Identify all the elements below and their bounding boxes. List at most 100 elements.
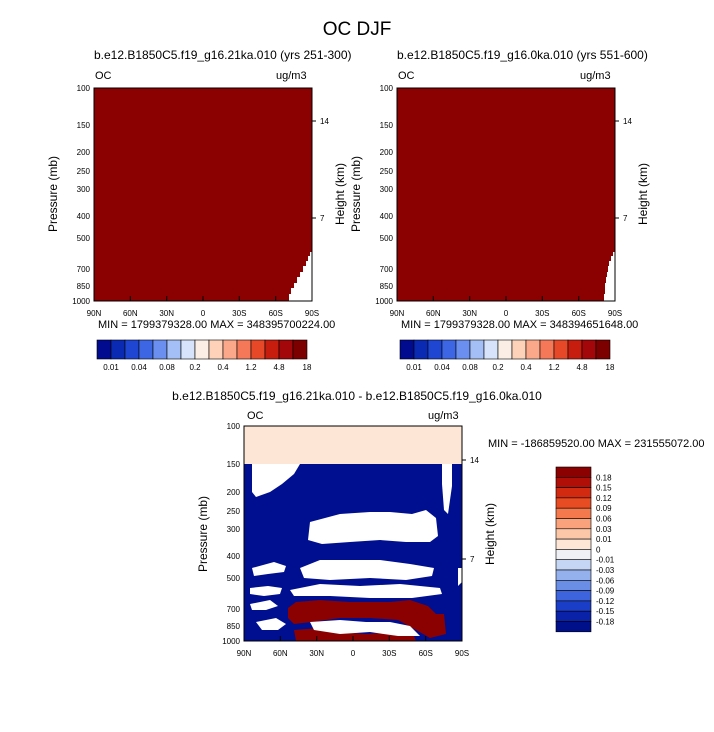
panel3-ytick-250: 250 bbox=[227, 507, 241, 516]
panel1-height-tick-14: 14 bbox=[320, 117, 329, 126]
colorbar-top-right-label: 0.2 bbox=[492, 363, 504, 372]
colorbar-top-left-cell bbox=[278, 339, 294, 360]
panel3-xtick-0: 0 bbox=[351, 649, 356, 658]
panel1-xtick-60n: 60N bbox=[123, 309, 138, 318]
colorbar-top-right-cell bbox=[525, 339, 541, 360]
colorbar-top-right-cells bbox=[399, 339, 611, 360]
colorbar-top-left-cell bbox=[96, 339, 112, 360]
panel2-ytick-100: 100 bbox=[380, 84, 394, 93]
panel2-ytick-1000: 1000 bbox=[375, 297, 393, 306]
panel1-height-tick-7: 7 bbox=[320, 214, 325, 223]
colorbar-top-right-cell bbox=[511, 339, 527, 360]
panel1-ytick-150: 150 bbox=[77, 121, 91, 130]
colorbar-diff-cell bbox=[555, 621, 592, 633]
panel1-ytick-400: 400 bbox=[77, 212, 91, 221]
colorbar-top-right-cell bbox=[413, 339, 429, 360]
panel2-ytick-400: 400 bbox=[380, 212, 394, 221]
panel1-x-ticks bbox=[93, 296, 313, 301]
panel1-ytick-700: 700 bbox=[77, 265, 91, 274]
panel1-ytick-100: 100 bbox=[77, 84, 91, 93]
colorbar-top-left-label: 0.2 bbox=[189, 363, 201, 372]
colorbar-diff-cell bbox=[555, 610, 592, 622]
panel3-ytick-1000: 1000 bbox=[222, 637, 240, 646]
colorbar-diff-label: 0 bbox=[596, 545, 601, 554]
colorbar-top-left-cell bbox=[236, 339, 252, 360]
panel3-right-label: ug/m3 bbox=[428, 410, 459, 422]
colorbar-diff-label: -0.06 bbox=[596, 576, 615, 585]
colorbar-diff: 0.180.150.120.090.060.030.010-0.01-0.03-… bbox=[555, 466, 615, 633]
colorbar-top-left-cell bbox=[222, 339, 238, 360]
colorbar-top-left-label: 0.4 bbox=[217, 363, 229, 372]
colorbar-diff-cell bbox=[555, 487, 592, 499]
panel2-xtick-60n: 60N bbox=[426, 309, 441, 318]
colorbar-diff-label: -0.18 bbox=[596, 618, 615, 627]
colorbar-diff-cell bbox=[555, 580, 592, 591]
colorbar-top-right-label: 18 bbox=[606, 363, 615, 372]
colorbar-diff-label: 0.06 bbox=[596, 515, 612, 524]
panel1-ytick-1000: 1000 bbox=[72, 297, 90, 306]
colorbar-diff-cell bbox=[555, 476, 592, 488]
colorbar-diff-cell bbox=[555, 497, 592, 509]
colorbar-top-left-cell bbox=[124, 339, 140, 360]
panel3-xtick-30n: 30N bbox=[309, 649, 324, 658]
panel2-plot: 90N 60N 30N 0 30S 60S 90S 100 150 200 25… bbox=[349, 84, 650, 318]
panel1-field bbox=[94, 88, 312, 301]
panel1-xtick-30n: 30N bbox=[159, 309, 174, 318]
panel2-ytick-250: 250 bbox=[380, 167, 394, 176]
colorbar-top-left-label: 1.2 bbox=[245, 363, 257, 372]
panel3-xtick-90n: 90N bbox=[237, 649, 252, 658]
panel1-xtick-0: 0 bbox=[201, 309, 206, 318]
panel1-left-label: OC bbox=[95, 70, 112, 82]
colorbar-top-left-cell bbox=[138, 339, 154, 360]
panel3-ytick-300: 300 bbox=[227, 525, 241, 534]
panel3-title: b.e12.B1850C5.f19_g16.21ka.010 - b.e12.B… bbox=[172, 389, 542, 403]
panel2-xtick-90n: 90N bbox=[390, 309, 405, 318]
colorbar-diff-label: 0.18 bbox=[596, 473, 612, 482]
colorbar-top-right-cell bbox=[497, 339, 513, 360]
colorbar-top-left-cell bbox=[180, 339, 196, 360]
panel3-ytick-200: 200 bbox=[227, 488, 241, 497]
colorbar-diff-cell bbox=[555, 538, 592, 550]
colorbar-top-right-cell bbox=[567, 339, 583, 360]
panel3-xtick-60n: 60N bbox=[273, 649, 288, 658]
colorbar-top-right-cell bbox=[427, 339, 443, 360]
colorbar-diff-cell bbox=[555, 466, 592, 478]
panel1-xtick-60s: 60S bbox=[269, 309, 283, 318]
panel3-ytick-850: 850 bbox=[227, 622, 241, 631]
colorbar-diff-cell bbox=[555, 590, 592, 602]
panel3-ytick-700: 700 bbox=[227, 605, 241, 614]
panel3-ytick-400: 400 bbox=[227, 552, 241, 561]
panel2-ytick-150: 150 bbox=[380, 121, 394, 130]
colorbar-top-left-cell bbox=[194, 339, 210, 360]
panel3-ytick-500: 500 bbox=[227, 574, 241, 583]
panel3-xtick-60s: 60S bbox=[419, 649, 433, 658]
colorbar-top-right-cell bbox=[581, 339, 597, 360]
colorbar-top-right-cell bbox=[539, 339, 555, 360]
panel3-ylabel-right: Height (km) bbox=[483, 503, 497, 565]
panel3-left-label: OC bbox=[247, 410, 264, 422]
colorbar-diff-label: -0.01 bbox=[596, 556, 615, 565]
panel1-ylabel-right: Height (km) bbox=[333, 163, 347, 225]
colorbar-diff-label: 0.09 bbox=[596, 504, 612, 513]
panel2-xtick-30s: 30S bbox=[535, 309, 549, 318]
panel2-ytick-700: 700 bbox=[380, 265, 394, 274]
colorbar-top-right-cell bbox=[595, 339, 611, 360]
colorbar-diff-cell bbox=[555, 600, 592, 612]
panel3-xtick-30s: 30S bbox=[382, 649, 396, 658]
colorbar-top-right-cell bbox=[553, 339, 569, 360]
colorbar-top-left-cell bbox=[208, 339, 224, 360]
panel1-xtick-90s: 90S bbox=[305, 309, 319, 318]
colorbar-diff-cell bbox=[555, 518, 592, 530]
colorbar-diff-label: -0.03 bbox=[596, 566, 615, 575]
colorbar-top-left-label: 0.01 bbox=[103, 363, 119, 372]
colorbar-diff-cell bbox=[555, 559, 592, 571]
colorbar-top-left-cell bbox=[292, 339, 308, 360]
colorbar-top-left-label: 0.04 bbox=[131, 363, 147, 372]
panel1-stats: MIN = 1799379328.00 MAX = 348395700224.0… bbox=[98, 319, 336, 331]
colorbar-diff-label: 0.12 bbox=[596, 494, 612, 503]
panel2-xtick-30n: 30N bbox=[462, 309, 477, 318]
panel2-right-label: ug/m3 bbox=[580, 70, 611, 82]
panel1-ytick-500: 500 bbox=[77, 234, 91, 243]
main-title: OC DJF bbox=[322, 19, 392, 40]
panel1-missing-region bbox=[289, 252, 312, 301]
